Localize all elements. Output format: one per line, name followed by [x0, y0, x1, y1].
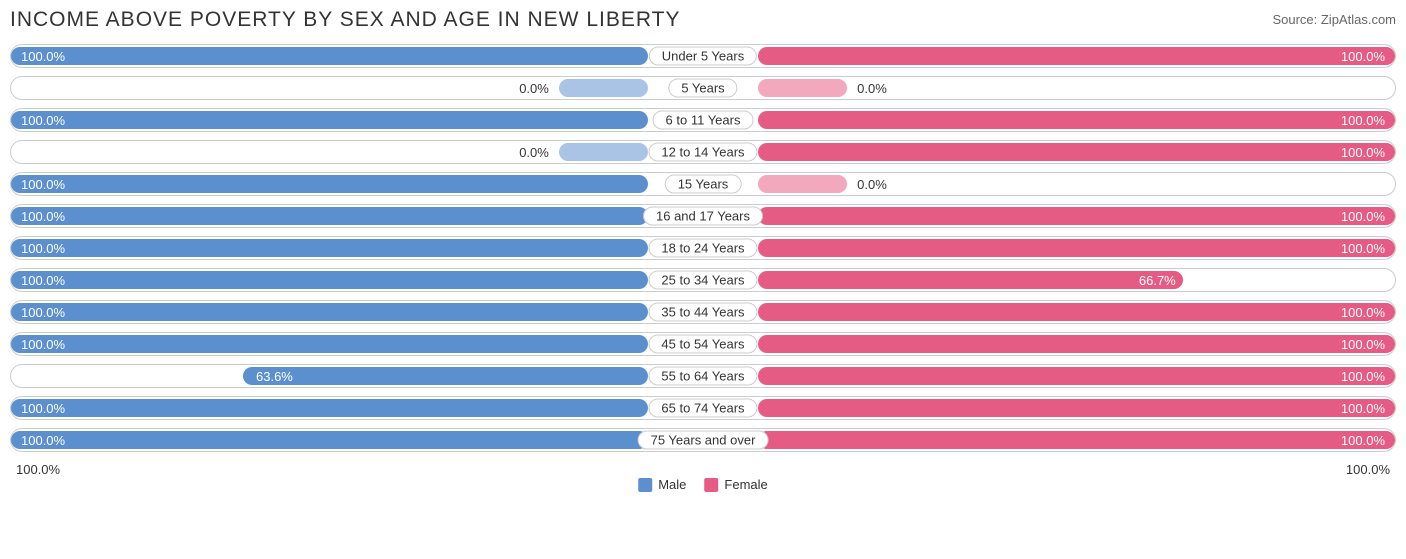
- male-value-label: 100.0%: [13, 205, 73, 227]
- category-label: 25 to 34 Years: [648, 271, 757, 290]
- axis-left-label: 100.0%: [16, 462, 60, 477]
- category-label: 18 to 24 Years: [648, 239, 757, 258]
- bar-row: 0.0% 0.0% 5 Years: [10, 76, 1396, 100]
- female-bar: [758, 271, 1183, 289]
- female-bar: [758, 207, 1395, 225]
- legend-female: Female: [704, 477, 767, 492]
- male-value-label: 63.6%: [248, 365, 301, 387]
- category-label: 55 to 64 Years: [648, 367, 757, 386]
- male-bar: [11, 175, 648, 193]
- female-value-label: 100.0%: [1333, 205, 1393, 227]
- bar-row: 100.0% 100.0% 6 to 11 Years: [10, 108, 1396, 132]
- bar-row: 0.0% 100.0% 12 to 14 Years: [10, 140, 1396, 164]
- female-bar: [758, 79, 847, 97]
- bar-row: 63.6% 100.0% 55 to 64 Years: [10, 364, 1396, 388]
- male-value-label: 100.0%: [13, 45, 73, 67]
- axis-right-label: 100.0%: [1346, 462, 1390, 477]
- female-value-label: 0.0%: [849, 77, 895, 99]
- category-label: 65 to 74 Years: [648, 399, 757, 418]
- category-label: Under 5 Years: [649, 47, 757, 66]
- category-label: 12 to 14 Years: [648, 143, 757, 162]
- female-bar: [758, 175, 847, 193]
- male-bar: [11, 271, 648, 289]
- bar-row: 100.0% 100.0% 18 to 24 Years: [10, 236, 1396, 260]
- x-axis: 100.0% 100.0%: [10, 460, 1396, 477]
- male-bar: [11, 431, 648, 449]
- category-label: 35 to 44 Years: [648, 303, 757, 322]
- female-value-label: 100.0%: [1333, 365, 1393, 387]
- female-value-label: 100.0%: [1333, 301, 1393, 323]
- male-value-label: 100.0%: [13, 237, 73, 259]
- female-value-label: 100.0%: [1333, 429, 1393, 451]
- legend-male: Male: [638, 477, 686, 492]
- male-value-label: 100.0%: [13, 109, 73, 131]
- female-value-label: 100.0%: [1333, 141, 1393, 163]
- male-bar: [11, 335, 648, 353]
- male-value-label: 100.0%: [13, 397, 73, 419]
- bar-row: 100.0% 100.0% 16 and 17 Years: [10, 204, 1396, 228]
- male-bar: [11, 399, 648, 417]
- male-bar: [11, 111, 648, 129]
- female-bar: [758, 431, 1395, 449]
- chart-source: Source: ZipAtlas.com: [1272, 8, 1396, 27]
- bar-row: 100.0% 100.0% 45 to 54 Years: [10, 332, 1396, 356]
- bar-row: 100.0% 0.0% 15 Years: [10, 172, 1396, 196]
- male-bar: [11, 207, 648, 225]
- category-label: 6 to 11 Years: [653, 111, 754, 130]
- category-label: 16 and 17 Years: [643, 207, 763, 226]
- female-value-label: 66.7%: [1131, 269, 1184, 291]
- male-value-label: 100.0%: [13, 269, 73, 291]
- male-bar: [559, 143, 648, 161]
- female-value-label: 100.0%: [1333, 397, 1393, 419]
- female-bar: [758, 367, 1395, 385]
- female-bar: [758, 47, 1395, 65]
- legend: Male Female: [638, 477, 768, 492]
- legend-male-label: Male: [658, 477, 686, 492]
- category-label: 15 Years: [665, 175, 742, 194]
- male-value-label: 0.0%: [511, 141, 557, 163]
- male-bar: [11, 303, 648, 321]
- male-value-label: 100.0%: [13, 173, 73, 195]
- female-bar: [758, 335, 1395, 353]
- female-bar: [758, 399, 1395, 417]
- female-bar: [758, 111, 1395, 129]
- female-value-label: 100.0%: [1333, 333, 1393, 355]
- chart-footer: 100.0% 100.0% Male Female: [10, 460, 1396, 480]
- female-bar: [758, 303, 1395, 321]
- bar-row: 100.0% 100.0% 35 to 44 Years: [10, 300, 1396, 324]
- male-bar: [559, 79, 648, 97]
- diverging-bar-chart: 100.0% 100.0% Under 5 Years 0.0% 0.0% 5 Years…: [10, 44, 1396, 452]
- male-value-label: 100.0%: [13, 429, 73, 451]
- female-value-label: 100.0%: [1333, 237, 1393, 259]
- female-bar: [758, 143, 1395, 161]
- bar-row: 100.0% 100.0% Under 5 Years: [10, 44, 1396, 68]
- female-value-label: 100.0%: [1333, 45, 1393, 67]
- chart-title: INCOME ABOVE POVERTY BY SEX AND AGE IN N…: [10, 8, 680, 32]
- category-label: 5 Years: [668, 79, 737, 98]
- bar-row: 100.0% 100.0% 65 to 74 Years: [10, 396, 1396, 420]
- legend-female-label: Female: [724, 477, 767, 492]
- male-value-label: 100.0%: [13, 333, 73, 355]
- male-value-label: 0.0%: [511, 77, 557, 99]
- male-bar: [11, 47, 648, 65]
- category-label: 75 Years and over: [638, 431, 769, 450]
- category-label: 45 to 54 Years: [648, 335, 757, 354]
- male-swatch-icon: [638, 478, 652, 492]
- male-bar: [243, 367, 648, 385]
- bar-row: 100.0% 66.7% 25 to 34 Years: [10, 268, 1396, 292]
- female-bar: [758, 239, 1395, 257]
- male-value-label: 100.0%: [13, 301, 73, 323]
- bar-row: 100.0% 100.0% 75 Years and over: [10, 428, 1396, 452]
- male-bar: [11, 239, 648, 257]
- female-value-label: 0.0%: [849, 173, 895, 195]
- chart-header: INCOME ABOVE POVERTY BY SEX AND AGE IN N…: [10, 8, 1396, 32]
- female-swatch-icon: [704, 478, 718, 492]
- female-value-label: 100.0%: [1333, 109, 1393, 131]
